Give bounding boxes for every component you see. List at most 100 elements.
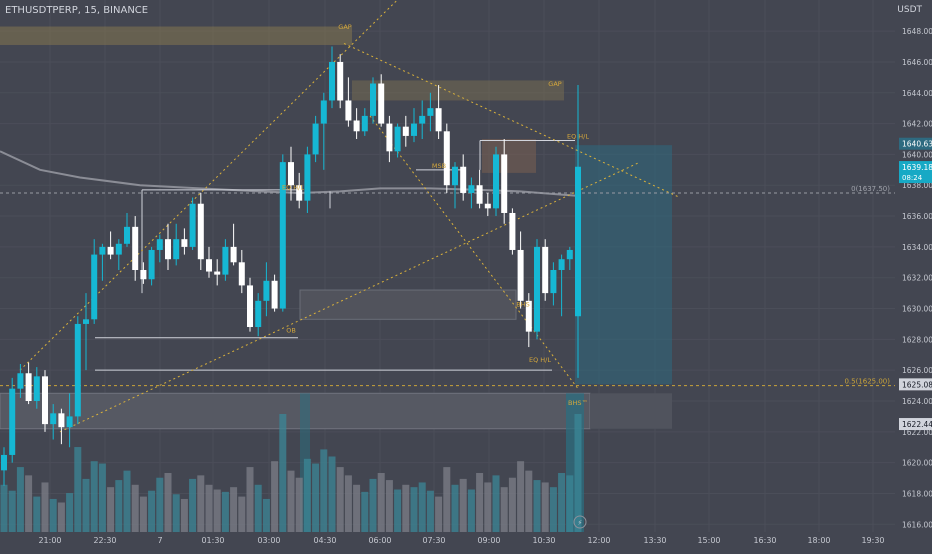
candle-body [534, 246, 540, 332]
y-tick-label: 1642.00 [902, 120, 932, 129]
candle-body [386, 123, 393, 152]
volume-bar [385, 480, 393, 532]
volume-bar [476, 473, 484, 532]
x-tick-label: 16:30 [753, 536, 776, 545]
price-tag-lower-bg [899, 378, 932, 391]
y-tick-label: 1644.00 [902, 89, 932, 98]
y-tick-label: 1632.00 [902, 274, 932, 283]
volume-bar [418, 482, 426, 532]
candle-body [99, 246, 106, 255]
y-tick-label: 1646.00 [902, 58, 932, 67]
annotation-label: EQ H/L [529, 356, 551, 364]
candle-body [468, 185, 475, 193]
candle-body [575, 166, 581, 317]
volume-bar [394, 489, 402, 532]
trend-line [343, 42, 681, 199]
volume-bar [287, 470, 295, 532]
y-tick-label: 1628.00 [902, 335, 932, 344]
last-price-tag-bg [899, 161, 932, 184]
volume-bar [574, 414, 582, 532]
candle-body [509, 212, 516, 250]
volume-bar [230, 487, 238, 532]
candle-body [173, 239, 180, 260]
candle-body [345, 100, 352, 121]
x-tick-label: 7 [157, 536, 162, 545]
volume-bar [435, 496, 443, 532]
candle-body [288, 162, 294, 186]
candle-body [271, 280, 278, 309]
volume-bar [303, 458, 311, 532]
candle-body [25, 373, 32, 401]
candle-body [17, 373, 24, 389]
x-tick-label: 09:00 [477, 536, 500, 545]
annotation-label: MSB [432, 162, 446, 170]
x-tick-label: 21:00 [38, 536, 61, 545]
supply-zone [482, 139, 536, 173]
volume-bar [566, 475, 574, 532]
candle-body [50, 413, 57, 425]
volume-bar [66, 493, 74, 532]
volume-bar [558, 473, 566, 532]
symbol-title: ETHUSDTPERP, 15, BINANCE [5, 5, 149, 16]
volume-bar [221, 491, 229, 532]
y-tick-label: 1620.00 [902, 459, 932, 468]
countdown-tag: 08:24 [902, 174, 923, 182]
volume-bar [90, 461, 98, 532]
volume-bar [107, 487, 115, 532]
annotation-label: BHS [516, 301, 529, 309]
bhs-zone [299, 289, 517, 320]
volume-bar [41, 482, 49, 532]
volume-bar [98, 463, 106, 532]
candle-body [443, 131, 450, 186]
candle-body [419, 115, 426, 124]
lightning-icon [573, 515, 587, 529]
candle-body [378, 83, 385, 124]
candle-body [107, 246, 114, 255]
candle-body [329, 61, 335, 101]
volume-bar [115, 480, 123, 532]
y-tick-label: 1622.00 [902, 428, 932, 437]
volume-bar [517, 461, 525, 532]
volume-bar [74, 447, 82, 532]
x-tick-label: 12:00 [587, 536, 610, 545]
fib-level-label: 0.5(1625.00) [844, 378, 890, 386]
candle-body [493, 154, 499, 209]
candle-body [279, 162, 286, 309]
x-tick-label: 06:00 [368, 536, 391, 545]
volume-bar [377, 473, 385, 532]
volume-bar [139, 496, 147, 532]
volume-bar [426, 490, 434, 532]
candle-body [550, 270, 557, 294]
x-tick-label: 01:30 [201, 536, 224, 545]
volume-bar [156, 477, 164, 532]
candle-body [501, 154, 508, 213]
volume-bar [541, 482, 549, 532]
volume-bar [57, 502, 65, 532]
candle-body [230, 246, 237, 263]
gap-zone [352, 80, 564, 101]
candle-body [566, 249, 573, 260]
x-tick-label: 19:30 [861, 536, 884, 545]
candle-body [394, 126, 401, 152]
candle-body [337, 61, 344, 101]
fib-level-label: 0(1637.50) [851, 185, 890, 193]
candle-body [427, 108, 434, 116]
volume-bar [328, 456, 336, 532]
candle-body [312, 123, 319, 155]
x-tick-label: 04:30 [313, 536, 336, 545]
volume-bar [262, 498, 270, 532]
candle-body [370, 83, 376, 116]
volume-bar [312, 463, 320, 532]
y-tick-label: 1626.00 [902, 366, 932, 375]
x-tick-label: 15:00 [697, 536, 720, 545]
volume-bar [369, 478, 377, 532]
candle-body [402, 126, 409, 136]
price-axis-panel [895, 0, 932, 550]
annotation-label: EQ H/L [282, 183, 304, 191]
candle-body [558, 259, 565, 270]
candle-body [148, 249, 155, 280]
volume-bar [508, 477, 516, 532]
annotation-label: EQ H/L [567, 133, 589, 141]
